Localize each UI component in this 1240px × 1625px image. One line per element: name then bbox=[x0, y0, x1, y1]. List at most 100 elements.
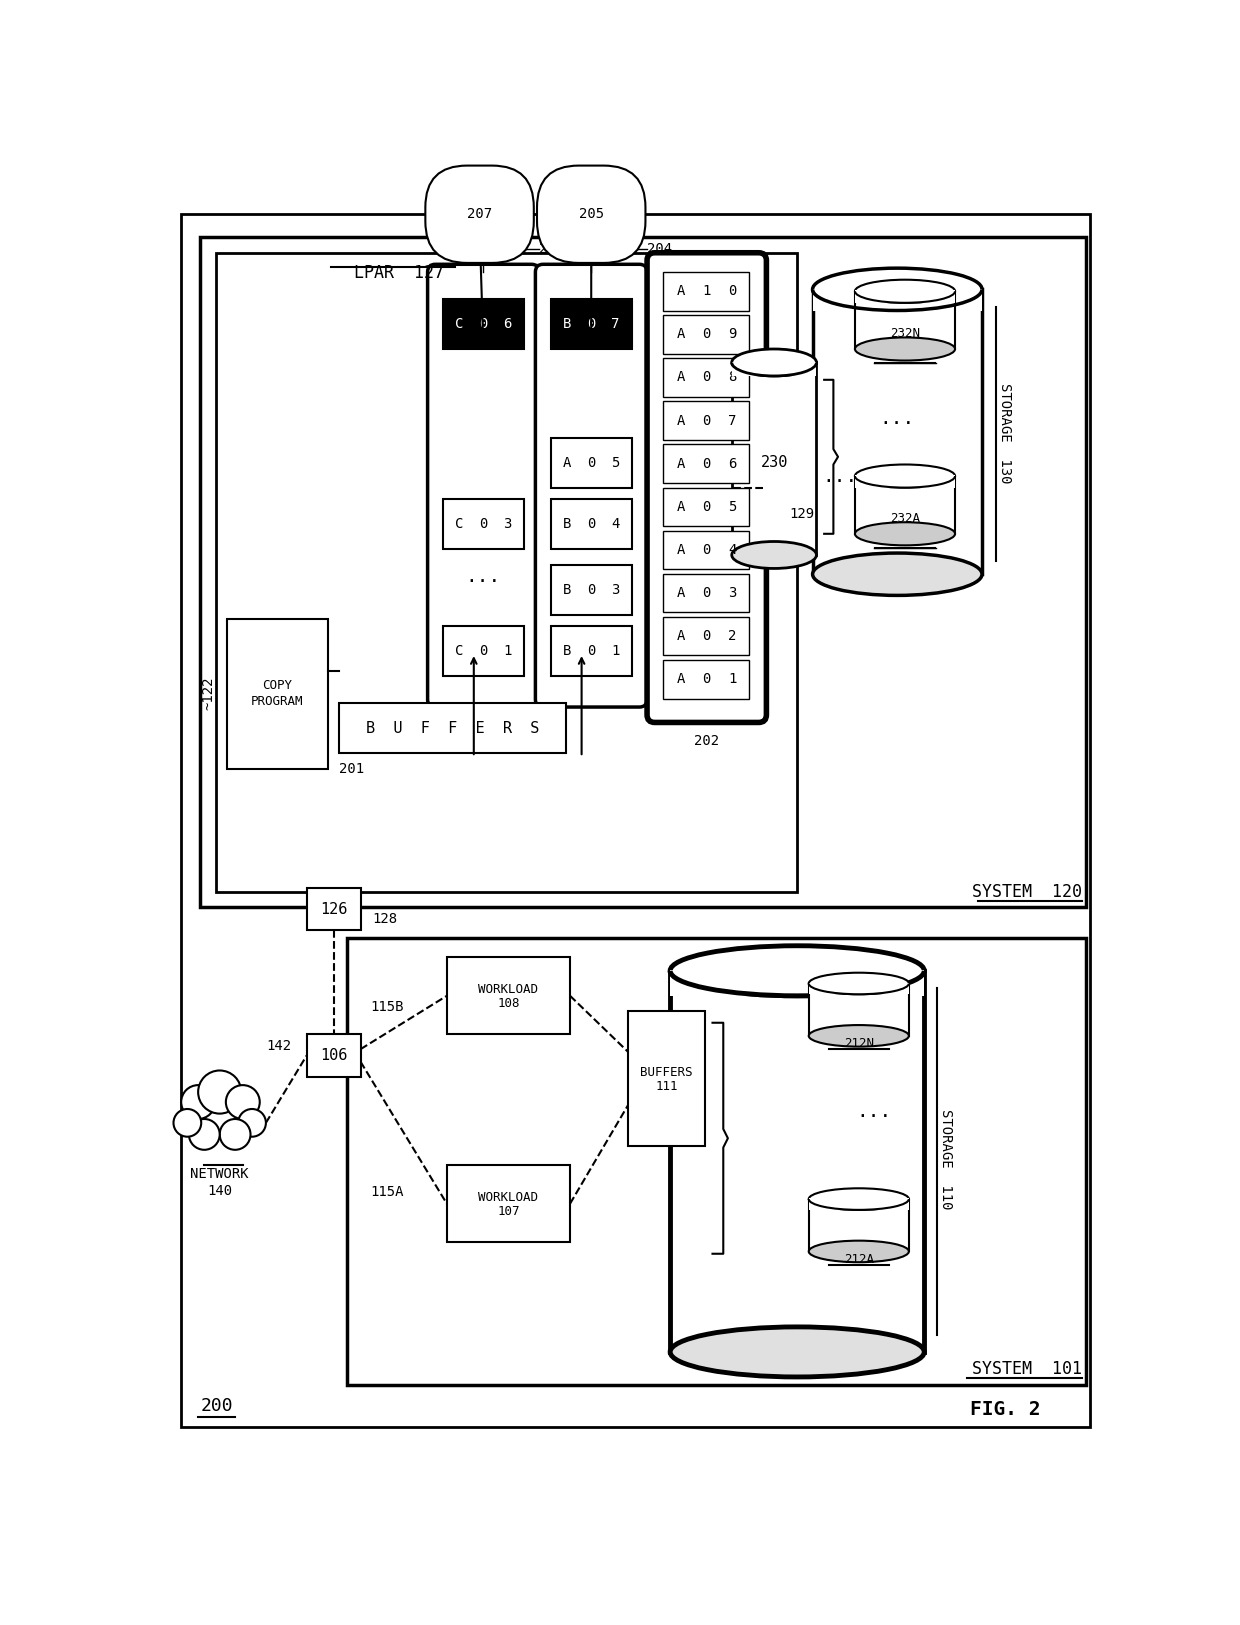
Bar bbox=[808, 983, 909, 1035]
Bar bbox=[663, 618, 749, 655]
Text: 0: 0 bbox=[479, 517, 487, 531]
Text: 0: 0 bbox=[702, 414, 711, 427]
Text: 0: 0 bbox=[702, 370, 711, 385]
Text: SYSTEM  101: SYSTEM 101 bbox=[972, 1360, 1083, 1378]
Ellipse shape bbox=[808, 1025, 909, 1046]
Text: 212N: 212N bbox=[843, 1037, 874, 1050]
Text: B: B bbox=[563, 644, 572, 658]
Bar bbox=[854, 474, 955, 487]
Bar bbox=[443, 626, 523, 676]
Text: 7: 7 bbox=[611, 317, 620, 331]
Circle shape bbox=[198, 1071, 242, 1113]
Circle shape bbox=[226, 1086, 259, 1120]
Text: 4: 4 bbox=[611, 517, 620, 531]
Text: 1: 1 bbox=[702, 284, 711, 299]
Ellipse shape bbox=[670, 946, 924, 996]
Text: 1: 1 bbox=[728, 673, 737, 686]
Text: ~122: ~122 bbox=[202, 678, 216, 710]
Text: 0: 0 bbox=[702, 629, 711, 644]
Text: B: B bbox=[563, 517, 572, 531]
FancyBboxPatch shape bbox=[647, 254, 766, 723]
Bar bbox=[306, 1034, 361, 1077]
Text: 200: 200 bbox=[201, 1398, 233, 1415]
Text: 0: 0 bbox=[702, 543, 711, 557]
Bar bbox=[663, 488, 749, 526]
Text: C: C bbox=[455, 644, 464, 658]
Text: BUFFERS: BUFFERS bbox=[640, 1066, 693, 1079]
Text: 9: 9 bbox=[728, 327, 737, 341]
Text: 3: 3 bbox=[611, 583, 620, 596]
Text: A: A bbox=[676, 629, 684, 644]
Bar bbox=[347, 938, 1086, 1384]
Text: 204: 204 bbox=[647, 242, 672, 255]
Bar bbox=[306, 887, 361, 931]
Text: 232A: 232A bbox=[890, 512, 920, 525]
Text: 115A: 115A bbox=[370, 1185, 403, 1199]
Bar bbox=[808, 1198, 909, 1211]
Text: 207: 207 bbox=[467, 208, 492, 221]
Text: 6: 6 bbox=[728, 457, 737, 471]
Bar bbox=[854, 291, 955, 349]
Bar bbox=[201, 237, 1086, 907]
Bar bbox=[670, 970, 924, 1352]
Bar bbox=[732, 362, 816, 375]
Text: 106: 106 bbox=[320, 1048, 347, 1063]
Text: 0: 0 bbox=[728, 284, 737, 299]
Text: 232N: 232N bbox=[890, 327, 920, 340]
Text: 6: 6 bbox=[503, 317, 512, 331]
Bar bbox=[663, 358, 749, 396]
Ellipse shape bbox=[808, 973, 909, 994]
Bar bbox=[216, 254, 797, 892]
Bar bbox=[443, 499, 523, 549]
Text: STORAGE  130: STORAGE 130 bbox=[998, 384, 1012, 484]
Ellipse shape bbox=[808, 1188, 909, 1211]
Bar bbox=[663, 445, 749, 483]
Text: 126: 126 bbox=[320, 902, 347, 916]
Text: 0: 0 bbox=[587, 455, 595, 470]
Bar bbox=[446, 1165, 570, 1242]
Ellipse shape bbox=[812, 552, 982, 595]
Text: ...: ... bbox=[822, 466, 857, 486]
Circle shape bbox=[181, 1086, 215, 1120]
Text: 3: 3 bbox=[728, 587, 737, 600]
Text: 2: 2 bbox=[728, 629, 737, 644]
Text: A: A bbox=[676, 500, 684, 514]
Ellipse shape bbox=[812, 268, 982, 310]
Text: 0: 0 bbox=[479, 644, 487, 658]
Text: 0: 0 bbox=[702, 500, 711, 514]
FancyBboxPatch shape bbox=[428, 265, 539, 707]
Text: FIG. 2: FIG. 2 bbox=[970, 1401, 1040, 1419]
Text: 0: 0 bbox=[587, 317, 595, 331]
Text: A: A bbox=[676, 587, 684, 600]
Text: 3: 3 bbox=[503, 517, 512, 531]
Bar bbox=[551, 499, 631, 549]
Text: 115B: 115B bbox=[370, 1001, 403, 1014]
Text: ...: ... bbox=[857, 1102, 892, 1121]
Text: 0: 0 bbox=[702, 673, 711, 686]
Text: 140: 140 bbox=[207, 1185, 232, 1199]
Text: 0: 0 bbox=[479, 317, 487, 331]
Circle shape bbox=[174, 1108, 201, 1137]
Text: B: B bbox=[563, 317, 572, 331]
Text: B  U  F  F  E  R  S: B U F F E R S bbox=[366, 722, 539, 736]
Bar bbox=[551, 626, 631, 676]
Text: C: C bbox=[455, 517, 464, 531]
Ellipse shape bbox=[854, 522, 955, 546]
Text: NETWORK: NETWORK bbox=[191, 1167, 249, 1181]
Text: 128: 128 bbox=[372, 912, 397, 926]
Text: A: A bbox=[563, 455, 572, 470]
Text: C: C bbox=[455, 317, 464, 331]
Bar bbox=[663, 401, 749, 440]
Text: 205: 205 bbox=[579, 208, 604, 221]
Bar bbox=[627, 1011, 704, 1146]
Text: 4: 4 bbox=[728, 543, 737, 557]
Ellipse shape bbox=[732, 541, 816, 569]
Text: ...: ... bbox=[466, 567, 501, 585]
Text: 111: 111 bbox=[655, 1079, 677, 1092]
Text: 202: 202 bbox=[694, 734, 719, 748]
Circle shape bbox=[188, 1120, 219, 1150]
Ellipse shape bbox=[670, 1328, 924, 1376]
Ellipse shape bbox=[854, 280, 955, 302]
Text: 230: 230 bbox=[760, 455, 787, 470]
Text: 1: 1 bbox=[611, 644, 620, 658]
